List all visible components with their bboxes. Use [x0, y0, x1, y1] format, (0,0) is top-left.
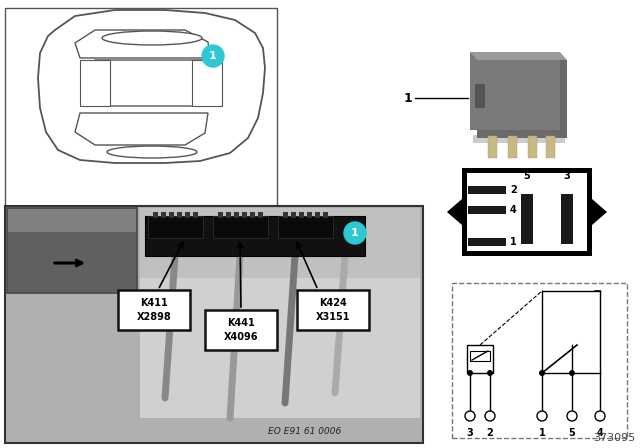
Bar [468, 238, 506, 246]
Bar [192, 60, 222, 106]
Bar [462, 168, 592, 256]
Bar [477, 60, 567, 138]
Text: K411
X2898: K411 X2898 [136, 298, 172, 322]
Bar [213, 216, 268, 238]
Bar [8, 232, 136, 292]
Bar [488, 136, 497, 158]
Bar [153, 212, 158, 218]
Bar [169, 212, 174, 218]
Text: 1: 1 [539, 428, 545, 438]
Bar [145, 216, 365, 256]
Text: 373095: 373095 [593, 433, 635, 443]
Text: 1: 1 [403, 91, 412, 104]
Text: 4: 4 [596, 428, 604, 438]
Bar [118, 290, 190, 330]
Bar [470, 52, 560, 130]
Bar [473, 135, 565, 143]
Circle shape [202, 45, 224, 67]
Bar [80, 60, 110, 106]
Text: K424
X3151: K424 X3151 [316, 298, 350, 322]
Bar [521, 194, 533, 244]
Bar [250, 212, 255, 218]
Circle shape [344, 222, 366, 244]
Text: 4: 4 [510, 205, 516, 215]
Text: 1: 1 [510, 237, 516, 247]
Bar [315, 212, 320, 218]
Bar [561, 194, 573, 244]
Polygon shape [447, 199, 462, 225]
Bar [234, 212, 239, 218]
Polygon shape [592, 199, 607, 225]
Circle shape [487, 370, 493, 376]
Bar [278, 216, 333, 238]
Bar [470, 351, 490, 361]
Circle shape [465, 411, 475, 421]
Bar [475, 84, 485, 108]
Circle shape [467, 370, 473, 376]
Bar [148, 216, 203, 238]
Text: 3: 3 [564, 171, 570, 181]
Polygon shape [75, 113, 208, 145]
Text: 5: 5 [568, 428, 575, 438]
Ellipse shape [102, 31, 202, 45]
Text: 5: 5 [524, 171, 531, 181]
Polygon shape [75, 30, 210, 58]
Ellipse shape [107, 146, 197, 158]
Bar [242, 212, 247, 218]
Text: 3: 3 [467, 428, 474, 438]
Bar [467, 173, 587, 251]
Circle shape [485, 411, 495, 421]
Polygon shape [82, 60, 210, 106]
Bar [7, 208, 137, 293]
Bar [205, 310, 277, 350]
Bar [291, 212, 296, 218]
Circle shape [595, 411, 605, 421]
Bar [546, 136, 555, 158]
Text: EO E91 61 0006: EO E91 61 0006 [268, 427, 342, 436]
Bar [5, 206, 423, 443]
Text: 2: 2 [486, 428, 493, 438]
Bar [185, 212, 190, 218]
Bar [140, 213, 420, 418]
Bar [323, 212, 328, 218]
Circle shape [569, 370, 575, 376]
Bar [140, 208, 420, 278]
Bar [161, 212, 166, 218]
Polygon shape [470, 52, 567, 60]
Bar [177, 212, 182, 218]
Bar [226, 212, 231, 218]
Circle shape [567, 411, 577, 421]
Text: 2: 2 [510, 185, 516, 195]
Bar [467, 345, 493, 373]
Text: 1: 1 [209, 51, 217, 61]
Text: 1: 1 [351, 228, 359, 238]
Bar [468, 186, 506, 194]
Bar [508, 136, 517, 158]
Bar [258, 212, 263, 218]
Bar [299, 212, 304, 218]
Bar [528, 136, 537, 158]
Bar [307, 212, 312, 218]
Bar [193, 212, 198, 218]
Polygon shape [38, 10, 265, 163]
Bar [468, 206, 506, 214]
Bar [5, 8, 277, 206]
Circle shape [539, 370, 545, 376]
Bar [452, 283, 627, 438]
Circle shape [537, 411, 547, 421]
Bar [283, 212, 288, 218]
Bar [297, 290, 369, 330]
Bar [218, 212, 223, 218]
Text: K441
X4096: K441 X4096 [224, 318, 259, 342]
